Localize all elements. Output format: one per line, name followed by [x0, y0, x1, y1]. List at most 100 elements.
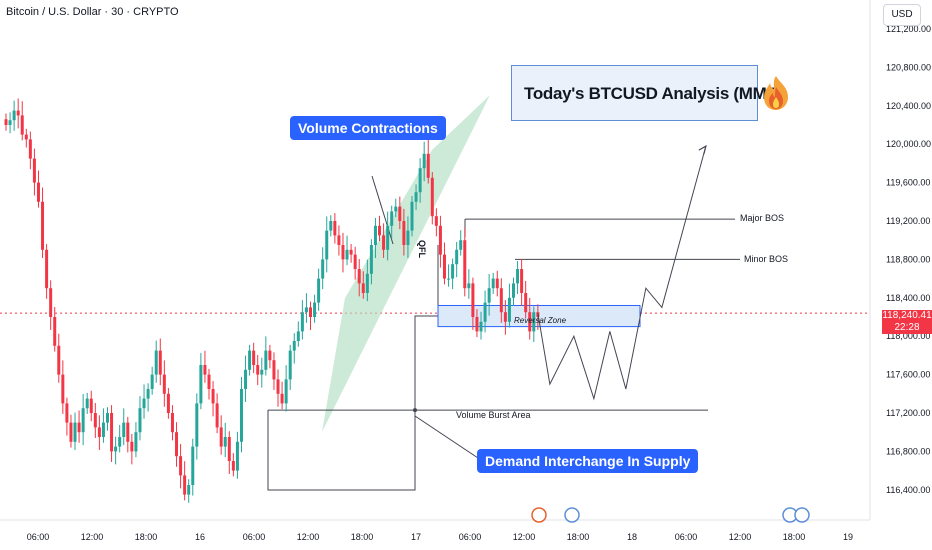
candle-body	[69, 422, 73, 442]
y-tick-label: 120,400.00	[886, 101, 931, 111]
candle-body	[150, 374, 154, 389]
candle-body	[491, 278, 495, 289]
x-tick-label: 06:00	[243, 532, 266, 542]
analysis-title-box: Today's BTCUSD Analysis (MMC)	[511, 65, 784, 121]
volume-contractions-callout: Volume Contractions	[290, 116, 446, 140]
volume-burst-label: Volume Burst Area	[456, 410, 531, 420]
x-tick-label: 18:00	[567, 532, 590, 542]
candle-body	[118, 437, 122, 447]
projection-path	[537, 145, 707, 401]
candle-body	[329, 221, 333, 231]
candle-body	[499, 288, 503, 313]
candle-body	[463, 240, 467, 289]
x-tick-label: 12:00	[729, 532, 752, 542]
candle-body	[264, 350, 268, 370]
candle-body	[284, 379, 288, 404]
demand-interchange-callout: Demand Interchange In Supply	[477, 449, 699, 473]
candle-body	[183, 475, 187, 495]
candle-body	[438, 225, 442, 255]
candle-body	[166, 393, 170, 413]
candle-body	[309, 307, 312, 317]
candle-body	[317, 278, 321, 303]
candle-body	[244, 369, 248, 389]
volume-callout-pointer	[371, 175, 394, 245]
candle-body	[8, 120, 12, 125]
analysis-title: Today's BTCUSD Analysis (MMC)	[524, 84, 784, 103]
candle-body	[414, 192, 418, 202]
candle-body	[337, 235, 341, 245]
candle-body	[520, 269, 524, 293]
candle-body	[280, 393, 284, 404]
x-tick-label: 18	[627, 532, 637, 542]
demand-callout-pointer	[414, 415, 479, 459]
candle-body	[219, 427, 223, 447]
candle-body	[288, 350, 292, 380]
candle-body	[101, 422, 105, 437]
candle-body	[49, 288, 53, 317]
candle-body	[114, 446, 118, 452]
x-tick-label: 16	[195, 532, 205, 542]
candle-body	[122, 422, 126, 437]
candle-body	[106, 413, 109, 423]
candle-body	[268, 350, 272, 361]
candle-body	[341, 245, 345, 260]
candle-body	[203, 365, 207, 375]
y-tick-label: 116,800.00	[886, 446, 930, 456]
x-tick-label: 12:00	[81, 532, 104, 542]
x-tick-label: 06:00	[675, 532, 698, 542]
candle-body	[215, 403, 219, 428]
candle-body	[36, 182, 40, 202]
candle-body	[378, 225, 382, 236]
demand-bracket	[267, 315, 438, 491]
economic-event-icon	[794, 507, 810, 523]
candle-body	[369, 245, 373, 274]
candle-body	[142, 398, 146, 409]
x-tick-label: 18:00	[351, 532, 374, 542]
x-tick-label: 18:00	[783, 532, 806, 542]
candle-body	[89, 398, 93, 413]
candle-body	[402, 221, 406, 245]
candle-body	[170, 413, 174, 433]
x-tick-label: 18:00	[135, 532, 158, 542]
economic-event-icon	[564, 507, 580, 523]
candle-body	[191, 446, 195, 485]
candle-body	[398, 206, 402, 221]
candle-body	[146, 389, 150, 399]
fire-icon	[764, 76, 788, 110]
candle-body	[524, 293, 528, 313]
candle-body	[479, 321, 483, 332]
candle-body	[365, 273, 369, 293]
candle-body	[154, 350, 158, 375]
economic-event-icon	[531, 507, 547, 523]
candle-body	[325, 230, 329, 260]
candle-body	[386, 225, 390, 250]
candle-body	[467, 283, 471, 289]
x-tick-label: 12:00	[297, 532, 320, 542]
candle-body	[345, 249, 349, 260]
candle-body	[158, 350, 162, 375]
candle-body	[483, 302, 487, 322]
candle-body	[28, 139, 32, 159]
minor-bos-label: Minor BOS	[744, 254, 789, 264]
candle-body	[134, 432, 138, 452]
candle-body	[4, 119, 8, 125]
y-tick-label: 117,200.00	[886, 408, 930, 418]
candle-body	[126, 422, 130, 442]
currency-button[interactable]: USD	[883, 4, 921, 26]
x-tick-label: 06:00	[459, 532, 482, 542]
candle-body	[430, 177, 434, 217]
candle-body	[130, 441, 134, 452]
candle-body	[97, 427, 101, 437]
candle-body	[442, 254, 446, 279]
y-tick-label: 116,400.00	[886, 485, 930, 495]
y-tick-label: 118,400.00	[886, 293, 930, 303]
candle-body	[179, 456, 183, 476]
rising-wedge	[322, 95, 490, 432]
candle-body	[53, 317, 57, 346]
candle-body	[199, 365, 203, 404]
candle-body	[361, 283, 365, 293]
candle-body	[382, 235, 386, 250]
y-tick-label: 117,600.00	[886, 370, 930, 380]
